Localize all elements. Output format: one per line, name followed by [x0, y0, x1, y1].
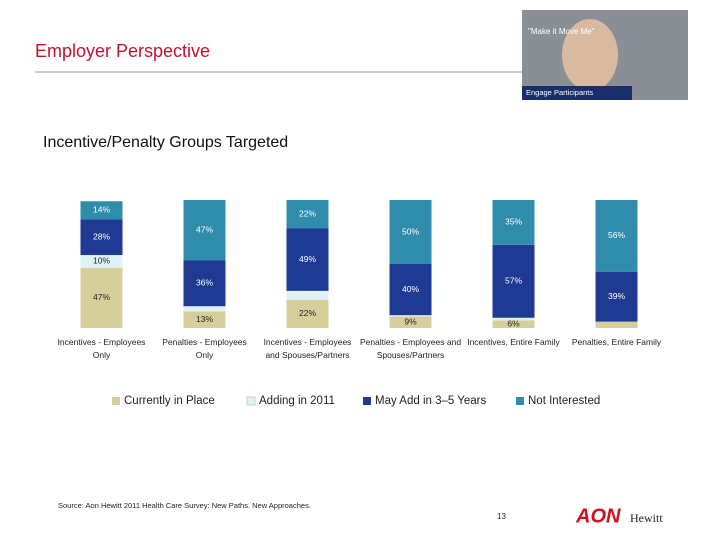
- bar-segment: [80, 201, 123, 220]
- slide-title: Employer Perspective: [35, 41, 210, 61]
- data-label: 14%: [93, 204, 110, 214]
- bar-segment: [492, 244, 535, 318]
- bar-segment: [286, 200, 329, 229]
- bar-segment: [286, 299, 329, 328]
- data-label: 28%: [93, 231, 110, 241]
- bar-segment: [80, 219, 123, 256]
- legend-label: Not Interested: [528, 395, 600, 407]
- data-label: 22%: [299, 308, 316, 318]
- legend-swatch: [363, 397, 371, 405]
- photo-face: [562, 19, 618, 91]
- bar-segment: [183, 260, 226, 307]
- x-tick-label: Penalties - Employees Only: [162, 337, 247, 360]
- data-label: 6%: [507, 318, 520, 328]
- x-tick-label: Incentives - Employees Only: [57, 337, 146, 360]
- data-label: 40%: [402, 284, 419, 294]
- data-label: 36%: [196, 277, 213, 287]
- x-tick-label: Penalties, Entire Family: [571, 337, 662, 347]
- data-label: 39%: [608, 291, 625, 301]
- page-number: 13: [497, 512, 506, 521]
- x-tick-label: Incentives - Employees and Spouses/Partn…: [263, 337, 352, 360]
- data-label: 22%: [299, 208, 316, 218]
- data-label: 49%: [299, 254, 316, 264]
- data-label: 10%: [93, 256, 110, 266]
- bar-segment: [183, 200, 226, 261]
- legend-label: Adding in 2011: [259, 395, 335, 407]
- bar-segment: [492, 320, 535, 328]
- x-tick-label: Incentives, Entire Family: [467, 337, 560, 347]
- data-label: 47%: [93, 292, 110, 302]
- data-label: 47%: [196, 224, 213, 234]
- source: Source: Aon Hewitt 2011 Health Care Surv…: [58, 501, 311, 510]
- bar-segment: [492, 200, 535, 245]
- data-label: 50%: [402, 226, 419, 236]
- legend-swatch: [246, 396, 256, 406]
- bar-segment: [183, 311, 226, 328]
- data-label: 13%: [196, 314, 213, 324]
- legend-swatch: [112, 397, 120, 405]
- photo-banner: [522, 86, 632, 100]
- logo-sub: Hewitt: [630, 511, 663, 525]
- x-tick-label: Penalties - Employees and Spouses/Partne…: [359, 337, 462, 360]
- bar-segment: [80, 255, 123, 268]
- legend-label: May Add in 3–5 Years: [375, 395, 486, 407]
- bar-segment: [80, 267, 123, 328]
- photo-caption: "Make it Move Me": [528, 27, 595, 36]
- data-label: 9%: [404, 316, 417, 326]
- logo: AON: [575, 505, 621, 527]
- data-label: 35%: [505, 217, 522, 227]
- bar-segment: [492, 317, 535, 321]
- bar-segment: [286, 228, 329, 291]
- bar-segment: [595, 271, 638, 322]
- bar-segment: [595, 200, 638, 272]
- bar-segment: [286, 290, 329, 300]
- legend-label: Currently in Place: [124, 395, 215, 407]
- bar-segment: [595, 321, 638, 328]
- bar-segment: [389, 315, 432, 317]
- bar-segment: [389, 264, 432, 316]
- photo-banner-text: Engage Participants: [526, 88, 593, 97]
- data-label: 56%: [608, 230, 625, 240]
- bar-segment: [389, 316, 432, 328]
- bar-segment: [389, 200, 432, 264]
- data-label: 57%: [505, 276, 522, 286]
- bar-segment: [183, 306, 226, 312]
- chart-title: Incentive/Penalty Groups Targeted: [43, 134, 288, 151]
- legend-swatch: [516, 397, 524, 405]
